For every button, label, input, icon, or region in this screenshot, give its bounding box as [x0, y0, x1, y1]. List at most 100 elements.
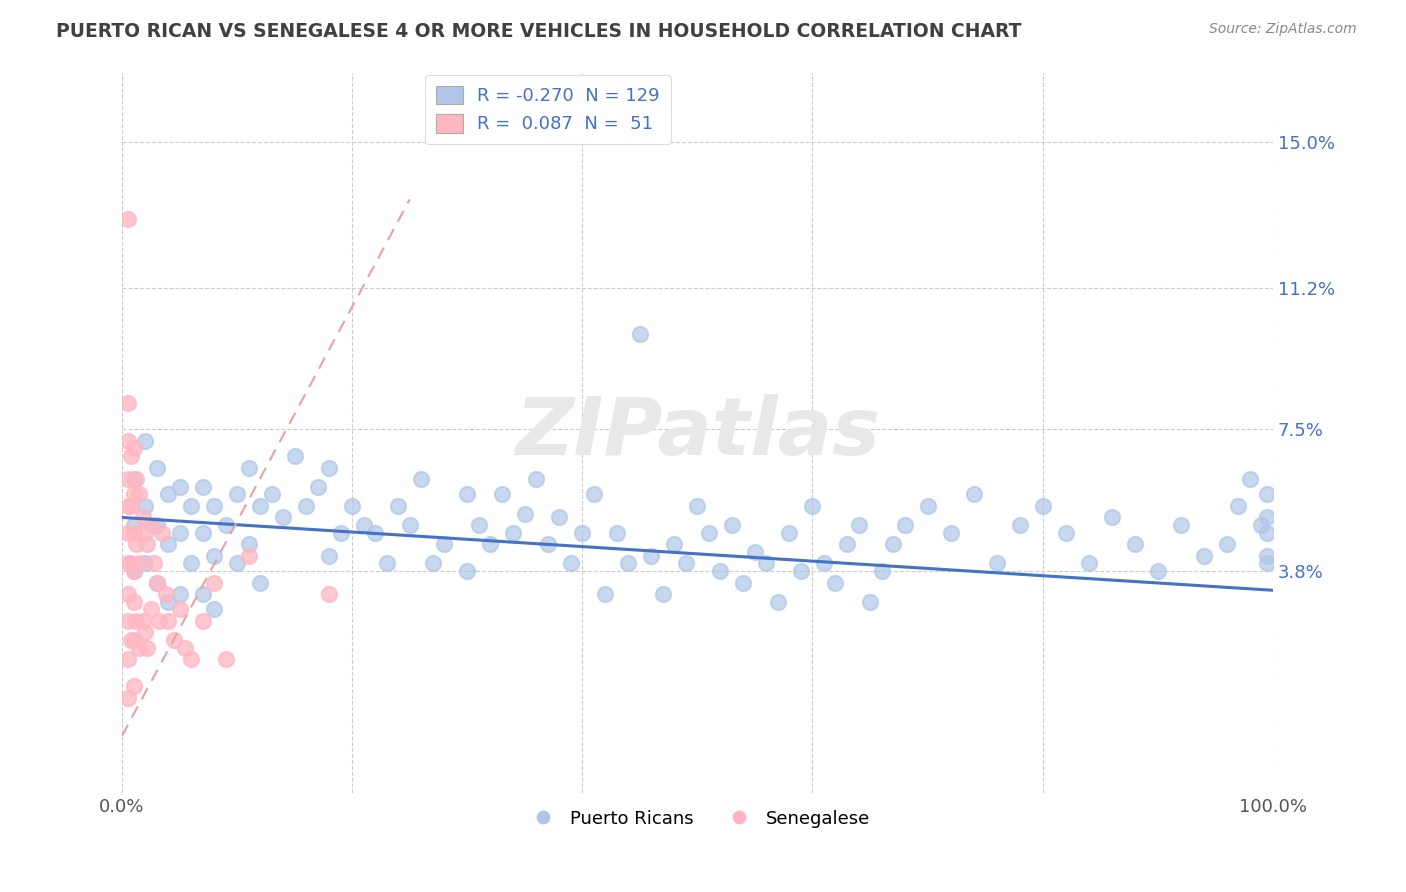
Point	[433, 537, 456, 551]
Point	[214, 652, 236, 666]
Point	[686, 499, 709, 513]
Point	[318, 587, 340, 601]
Legend: Puerto Ricans, Senegalese: Puerto Ricans, Senegalese	[517, 802, 877, 835]
Point	[917, 499, 939, 513]
Point	[513, 507, 536, 521]
Point	[180, 652, 202, 666]
Point	[664, 537, 686, 551]
Point	[456, 564, 478, 578]
Point	[284, 449, 307, 463]
Point	[1239, 472, 1261, 486]
Point	[340, 499, 363, 513]
Point	[502, 525, 524, 540]
Point	[139, 602, 162, 616]
Point	[491, 487, 513, 501]
Point	[582, 487, 605, 501]
Point	[134, 434, 156, 448]
Point	[468, 518, 491, 533]
Point	[307, 480, 329, 494]
Point	[117, 614, 139, 628]
Point	[1101, 510, 1123, 524]
Point	[640, 549, 662, 563]
Point	[249, 499, 271, 513]
Text: Source: ZipAtlas.com: Source: ZipAtlas.com	[1209, 22, 1357, 37]
Point	[1256, 510, 1278, 524]
Point	[180, 557, 202, 571]
Point	[117, 499, 139, 513]
Point	[260, 487, 283, 501]
Point	[1170, 518, 1192, 533]
Point	[249, 575, 271, 590]
Point	[790, 564, 813, 578]
Point	[122, 525, 145, 540]
Point	[537, 537, 560, 551]
Point	[697, 525, 720, 540]
Point	[134, 525, 156, 540]
Point	[226, 487, 249, 501]
Point	[169, 525, 191, 540]
Point	[150, 525, 173, 540]
Point	[128, 487, 150, 501]
Point	[411, 472, 433, 486]
Point	[145, 460, 167, 475]
Point	[226, 557, 249, 571]
Point	[318, 549, 340, 563]
Point	[238, 537, 260, 551]
Point	[128, 640, 150, 655]
Point	[122, 518, 145, 533]
Point	[202, 549, 225, 563]
Point	[801, 499, 824, 513]
Point	[120, 449, 142, 463]
Point	[364, 525, 387, 540]
Point	[329, 525, 352, 540]
Point	[1256, 549, 1278, 563]
Point	[163, 633, 186, 648]
Point	[709, 564, 731, 578]
Point	[882, 537, 904, 551]
Point	[813, 557, 835, 571]
Point	[271, 510, 294, 524]
Point	[859, 595, 882, 609]
Point	[1216, 537, 1239, 551]
Point	[125, 472, 148, 486]
Point	[744, 545, 766, 559]
Point	[169, 587, 191, 601]
Point	[117, 434, 139, 448]
Point	[134, 625, 156, 640]
Point	[548, 510, 571, 524]
Point	[132, 614, 155, 628]
Point	[117, 472, 139, 486]
Point	[398, 518, 420, 533]
Point	[125, 537, 148, 551]
Point	[134, 499, 156, 513]
Point	[122, 564, 145, 578]
Point	[202, 575, 225, 590]
Point	[766, 595, 789, 609]
Point	[295, 499, 318, 513]
Text: ZIPatlas: ZIPatlas	[515, 394, 880, 472]
Point	[1054, 525, 1077, 540]
Point	[145, 575, 167, 590]
Point	[1008, 518, 1031, 533]
Point	[939, 525, 962, 540]
Point	[122, 472, 145, 486]
Point	[755, 557, 778, 571]
Point	[353, 518, 375, 533]
Point	[1123, 537, 1146, 551]
Point	[139, 518, 162, 533]
Point	[1146, 564, 1168, 578]
Point	[128, 557, 150, 571]
Point	[1192, 549, 1215, 563]
Point	[122, 679, 145, 693]
Point	[117, 587, 139, 601]
Point	[157, 537, 180, 551]
Point	[202, 602, 225, 616]
Point	[117, 395, 139, 409]
Point	[456, 487, 478, 501]
Point	[143, 557, 166, 571]
Point	[571, 525, 593, 540]
Point	[117, 652, 139, 666]
Point	[721, 518, 744, 533]
Point	[651, 587, 673, 601]
Point	[191, 480, 214, 494]
